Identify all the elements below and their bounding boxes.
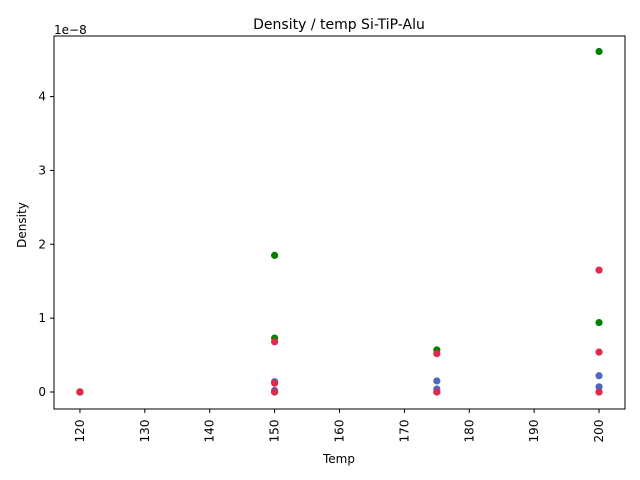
data-point — [271, 338, 279, 346]
data-point — [595, 348, 603, 356]
data-point — [433, 377, 441, 385]
data-point — [433, 350, 441, 358]
x-tick-label: 160 — [333, 420, 347, 443]
y-tick-label: 0 — [38, 385, 46, 399]
y-tick-label: 3 — [38, 163, 46, 177]
x-tick-label: 190 — [527, 420, 541, 443]
chart-title: Density / temp Si-TiP-Alu — [253, 17, 425, 33]
data-point — [271, 251, 279, 259]
data-point — [595, 266, 603, 274]
y-tick-label: 2 — [38, 237, 46, 251]
data-point — [595, 372, 603, 380]
y-tick-label: 4 — [38, 90, 46, 104]
y-axis-label: Density — [15, 202, 29, 248]
data-point — [271, 388, 279, 396]
y-offset-text: 1e−8 — [54, 23, 87, 37]
x-axis-label: Temp — [322, 452, 355, 466]
x-tick-label: 150 — [268, 420, 282, 443]
data-point — [595, 383, 603, 391]
y-tick-label: 1 — [38, 311, 46, 325]
x-tick-label: 130 — [138, 420, 152, 443]
x-tick-label: 200 — [592, 420, 606, 443]
data-point — [595, 388, 603, 396]
plot-frame — [53, 35, 626, 410]
data-point — [595, 318, 603, 327]
x-tick-label: 170 — [397, 420, 411, 443]
x-tick-label: 180 — [462, 420, 476, 443]
data-point — [433, 388, 441, 396]
x-tick-label: 120 — [73, 420, 87, 443]
plot-area: 120 130 140 150 160 170 180 190 200 0 1 2 3 4 — [38, 35, 626, 443]
data-point — [76, 388, 84, 396]
data-point — [595, 47, 603, 56]
data-point — [271, 379, 279, 387]
x-tick-label: 140 — [203, 420, 217, 443]
